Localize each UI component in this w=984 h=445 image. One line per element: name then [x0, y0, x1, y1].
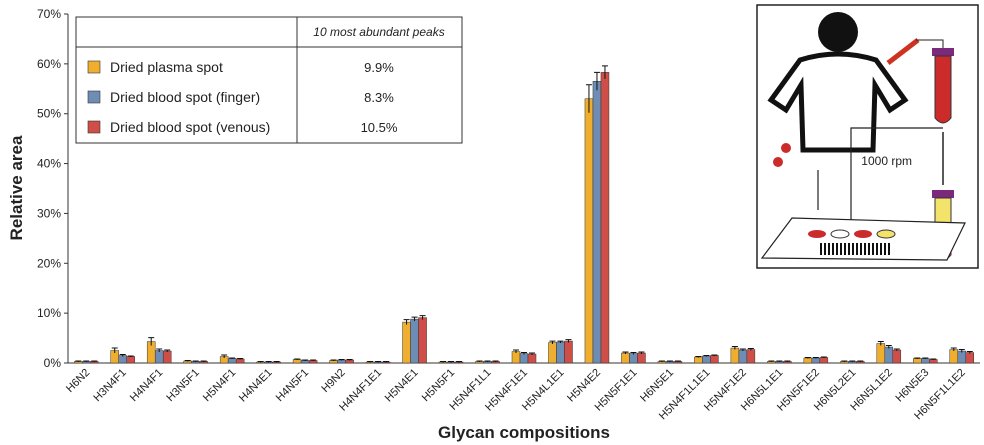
- bar: [812, 358, 820, 363]
- legend-value: 9.9%: [364, 60, 394, 75]
- bar: [228, 359, 236, 363]
- x-tick-label: H5N4E1: [383, 367, 421, 405]
- x-tick-label: H3N4F1: [91, 367, 128, 404]
- legend: 10 most abundant peaks Dried plasma spot 9…: [76, 17, 462, 143]
- bar: [564, 341, 572, 363]
- x-tick-label: H3N5F1: [164, 367, 201, 404]
- bar: [913, 359, 921, 363]
- bar: [804, 358, 812, 363]
- y-tick-label: 30%: [37, 206, 61, 220]
- y-tick-label: 0%: [44, 356, 62, 370]
- bar: [403, 322, 411, 363]
- legend-swatch: [88, 61, 100, 73]
- bar: [893, 350, 901, 363]
- bar: [820, 358, 828, 363]
- legend-value: 8.3%: [364, 90, 394, 105]
- bar: [629, 354, 637, 363]
- bar: [694, 357, 702, 363]
- bar: [885, 347, 893, 363]
- bar: [921, 359, 929, 363]
- x-tick-label: H4N5F1: [274, 367, 311, 404]
- y-tick-label: 20%: [37, 256, 61, 270]
- chart: 0%10%20%30%40%50%60%70%H6N2H3N4F1H4N4F1H…: [0, 0, 984, 445]
- bar: [747, 350, 755, 363]
- x-tick-label: H9N2: [319, 367, 347, 395]
- y-tick-label: 10%: [37, 306, 61, 320]
- bar: [512, 352, 520, 363]
- bar: [702, 356, 710, 363]
- bar: [877, 344, 885, 363]
- bar: [593, 81, 601, 363]
- bar: [155, 351, 163, 363]
- bar: [637, 353, 645, 363]
- x-tick-label: H4N4E1: [237, 367, 275, 405]
- bar: [528, 354, 536, 363]
- bar: [163, 351, 171, 363]
- y-tick-label: 40%: [37, 157, 61, 171]
- x-tick-label: H6N5E3: [894, 367, 932, 405]
- bar: [710, 356, 718, 363]
- bar: [958, 351, 966, 363]
- bar: [556, 342, 564, 363]
- y-tick-label: 50%: [37, 107, 61, 121]
- bar: [127, 357, 135, 363]
- bar: [585, 99, 593, 363]
- x-tick-label: H5N5F1: [420, 367, 457, 404]
- y-tick-label: 70%: [37, 7, 61, 21]
- x-axis-label: Glycan compositions: [438, 423, 610, 442]
- bar: [966, 353, 974, 363]
- inset-label: 1000 rpm: [861, 154, 912, 168]
- bar: [293, 360, 301, 363]
- bar: [119, 356, 127, 363]
- legend-label: Dried blood spot (venous): [110, 119, 270, 135]
- legend-label: Dried blood spot (finger): [110, 89, 260, 105]
- bar: [601, 72, 609, 363]
- inset: 1000 rpm: [757, 5, 978, 268]
- bar: [411, 319, 419, 363]
- y-tick-label: 60%: [37, 57, 61, 71]
- legend-header: 10 most abundant peaks: [313, 25, 444, 39]
- legend-swatch: [88, 121, 100, 133]
- x-tick-label: H6N5E1: [638, 367, 676, 405]
- bar: [520, 354, 528, 363]
- legend-value: 10.5%: [361, 120, 398, 135]
- legend-label: Dried plasma spot: [110, 59, 223, 75]
- x-tick-label: H6N2: [64, 367, 92, 395]
- x-tick-label: H4N4F1: [128, 367, 165, 404]
- bar: [236, 359, 244, 363]
- bar: [739, 350, 747, 363]
- legend-swatch: [88, 91, 100, 103]
- bar: [419, 318, 427, 363]
- bar: [731, 348, 739, 363]
- x-tick-label: H5N4F1: [201, 367, 238, 404]
- bar: [929, 360, 937, 363]
- bar: [950, 350, 958, 363]
- y-axis-label: Relative area: [7, 135, 26, 240]
- x-tick-label: H5N4E2: [565, 367, 603, 405]
- bar: [548, 343, 556, 363]
- bar: [621, 353, 629, 363]
